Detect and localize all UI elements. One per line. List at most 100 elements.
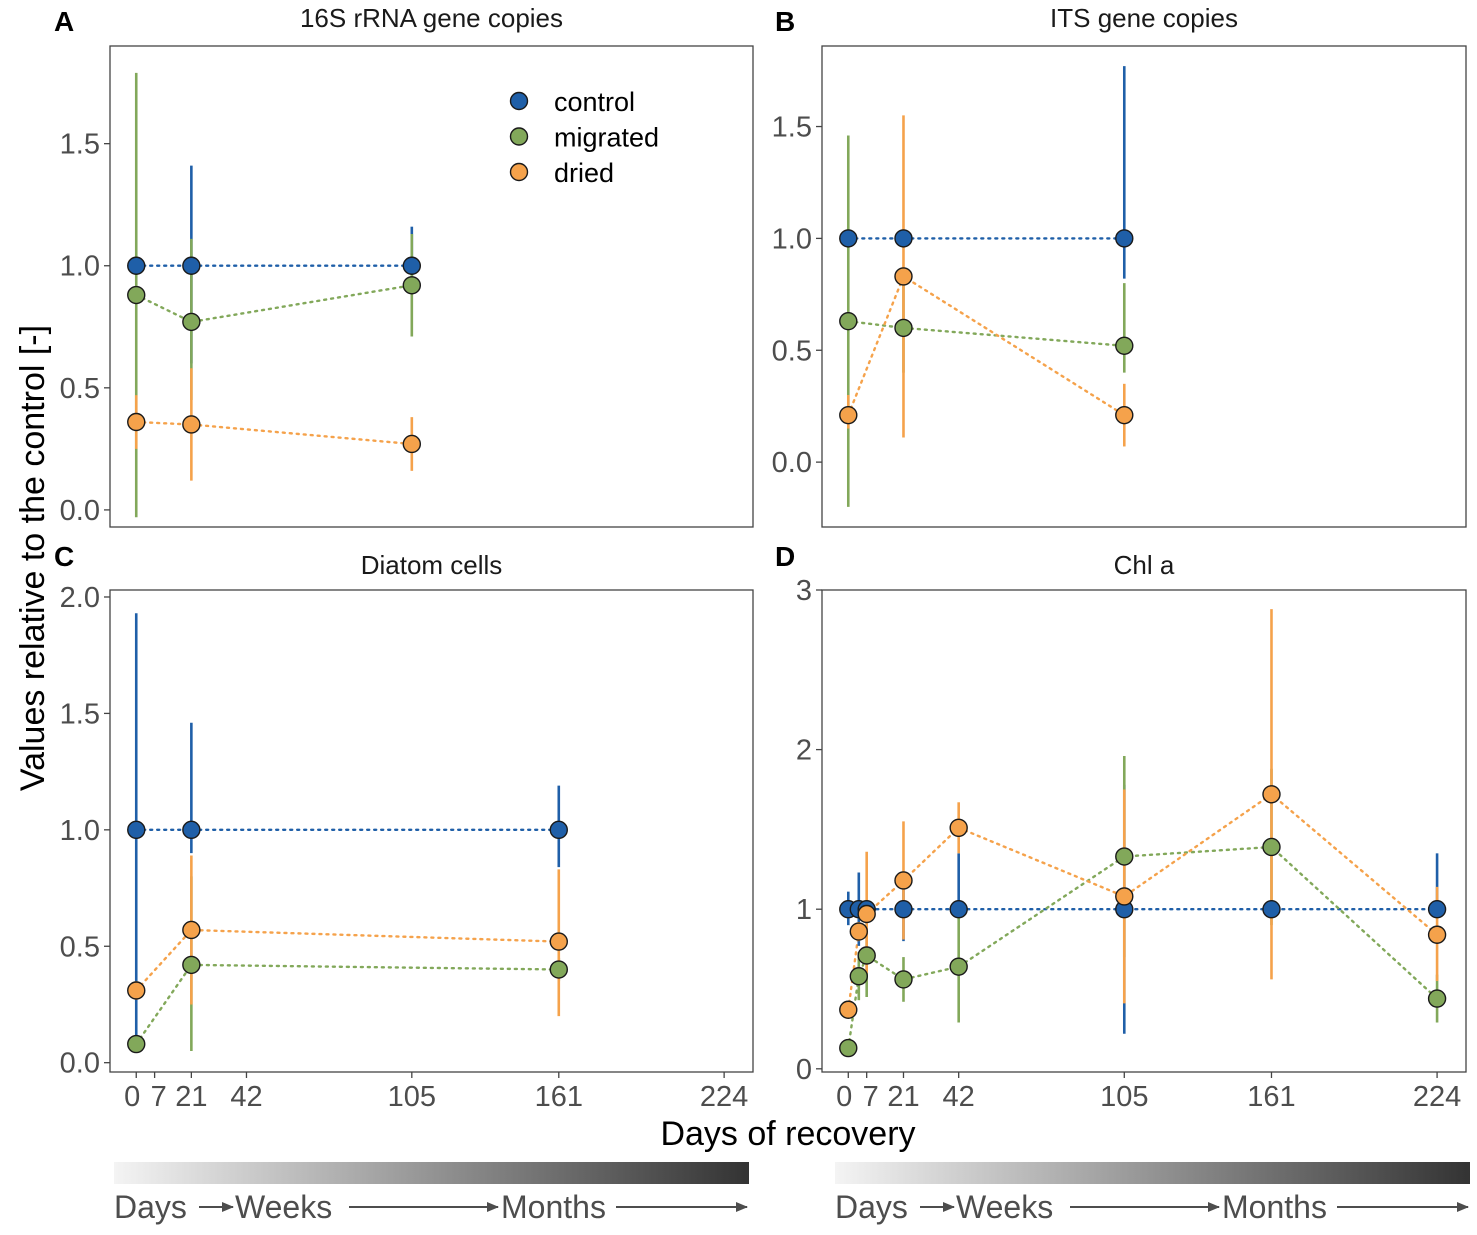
data-point-control bbox=[182, 256, 201, 275]
data-point-control bbox=[894, 229, 913, 248]
legend-swatch-dried bbox=[509, 162, 529, 182]
data-point-dried bbox=[894, 267, 913, 286]
timeline-label-weeks: Weeks bbox=[235, 1189, 332, 1225]
x-tick-label: 42 bbox=[230, 1081, 262, 1113]
x-tick-label: 42 bbox=[943, 1081, 975, 1113]
data-point-migrated bbox=[127, 285, 146, 305]
legend-swatch-migrated bbox=[509, 127, 529, 146]
series-line-dried bbox=[134, 928, 560, 992]
panel-letter: B bbox=[775, 6, 795, 37]
x-tick-label: 224 bbox=[700, 1081, 748, 1113]
series-line-migrated bbox=[134, 963, 560, 1046]
series-line-migrated bbox=[847, 320, 1126, 347]
x-tick-label: 0 bbox=[836, 1081, 852, 1113]
data-point-dried bbox=[857, 904, 876, 924]
panel-letter: D bbox=[775, 541, 795, 572]
y-tick-label: 1.5 bbox=[60, 698, 100, 730]
data-point-dried bbox=[182, 920, 201, 940]
timeline-right: Days Weeks Months bbox=[835, 1162, 1470, 1225]
panel-a: A 16S rRNA gene copies 0.0 0.5 1.0 1.5 control… bbox=[54, 3, 754, 528]
panel-title: 16S rRNA gene copies bbox=[300, 3, 563, 33]
series-line-dried bbox=[847, 792, 1439, 1011]
x-tick-label: 224 bbox=[1413, 1081, 1461, 1113]
series-line-dried bbox=[847, 274, 1126, 417]
data-point-dried bbox=[549, 932, 568, 951]
data-point-dried bbox=[839, 1000, 858, 1019]
x-tick-label: 21 bbox=[887, 1081, 919, 1113]
y-tick-label: 1.5 bbox=[772, 112, 812, 144]
y-tick-label: 2 bbox=[796, 735, 812, 767]
timeline-left: Days Weeks Months bbox=[114, 1162, 749, 1225]
legend-label-migrated: migrated bbox=[554, 123, 659, 153]
data-point-migrated bbox=[849, 967, 868, 986]
data-point-migrated bbox=[1427, 989, 1447, 1008]
series-line-migrated bbox=[847, 845, 1439, 1050]
data-point-migrated bbox=[1115, 847, 1134, 866]
data-point-migrated bbox=[127, 1034, 146, 1054]
series-line-dried bbox=[134, 420, 413, 446]
data-point-control bbox=[182, 820, 201, 840]
timeline-label-months: Months bbox=[501, 1189, 606, 1225]
plot-frame bbox=[109, 589, 754, 1073]
data-point-dried bbox=[1262, 785, 1281, 804]
y-tick-label: 1 bbox=[796, 894, 812, 926]
legend-swatch-control bbox=[509, 91, 529, 111]
data-point-control bbox=[1115, 229, 1134, 248]
series-line-migrated bbox=[134, 284, 413, 324]
timeline-label-days: Days bbox=[835, 1189, 908, 1225]
data-point-control bbox=[1262, 900, 1281, 919]
x-tick-label: 161 bbox=[1247, 1081, 1295, 1113]
y-tick-label: 1.0 bbox=[772, 223, 812, 255]
data-point-migrated bbox=[894, 318, 913, 338]
y-tick-label: 3 bbox=[796, 575, 812, 607]
y-tick-label: 1.5 bbox=[60, 129, 100, 161]
data-point-dried bbox=[1115, 887, 1134, 906]
plot-frame bbox=[821, 589, 1467, 1073]
y-tick-label: 0.0 bbox=[60, 495, 100, 527]
data-point-dried bbox=[849, 922, 868, 941]
y-tick-label: 0.5 bbox=[60, 373, 100, 405]
time-gradient-bar bbox=[114, 1162, 749, 1184]
panel-letter: C bbox=[54, 541, 74, 572]
data-point-migrated bbox=[549, 960, 568, 979]
timeline-label-months: Months bbox=[1222, 1189, 1327, 1225]
data-point-control bbox=[549, 820, 568, 840]
data-point-migrated bbox=[949, 957, 968, 976]
y-tick-label: 0.0 bbox=[772, 447, 812, 479]
legend-label-control: control bbox=[554, 87, 635, 117]
y-tick-label: 1.0 bbox=[60, 815, 100, 847]
y-tick-label: 0.5 bbox=[772, 335, 812, 367]
y-axis-title: Values relative to the control [-] bbox=[14, 325, 52, 791]
x-tick-label: 7 bbox=[863, 1081, 879, 1113]
data-point-migrated bbox=[857, 946, 876, 965]
data-point-migrated bbox=[839, 1038, 858, 1058]
data-point-dried bbox=[1115, 405, 1134, 425]
x-axis-title: Days of recovery bbox=[660, 1115, 915, 1153]
x-tick-label: 161 bbox=[535, 1081, 583, 1113]
data-point-migrated bbox=[402, 276, 422, 295]
time-gradient-bar bbox=[835, 1162, 1470, 1184]
data-point-migrated bbox=[182, 955, 201, 975]
panel-title: Chl a bbox=[1114, 550, 1175, 580]
y-tick-label: 0 bbox=[796, 1054, 812, 1086]
data-point-migrated bbox=[1115, 336, 1134, 355]
legend-label-dried: dried bbox=[554, 158, 614, 188]
data-point-migrated bbox=[839, 311, 858, 331]
data-point-dried bbox=[1427, 925, 1447, 944]
y-tick-label: 2.0 bbox=[60, 582, 100, 614]
x-tick-label: 0 bbox=[124, 1081, 140, 1113]
data-point-dried bbox=[949, 818, 968, 838]
data-point-migrated bbox=[894, 970, 913, 989]
panel-b: B ITS gene copies 0.0 0.5 1.0 1.5 bbox=[772, 3, 1467, 528]
data-point-migrated bbox=[1262, 837, 1281, 857]
plot-frame bbox=[109, 45, 754, 528]
data-point-control bbox=[894, 900, 913, 919]
y-tick-label: 0.5 bbox=[60, 931, 100, 963]
data-point-control bbox=[127, 820, 146, 840]
legend: control migrated dried bbox=[509, 87, 659, 188]
data-point-dried bbox=[182, 415, 201, 434]
data-point-dried bbox=[894, 871, 913, 890]
y-tick-label: 1.0 bbox=[60, 251, 100, 283]
